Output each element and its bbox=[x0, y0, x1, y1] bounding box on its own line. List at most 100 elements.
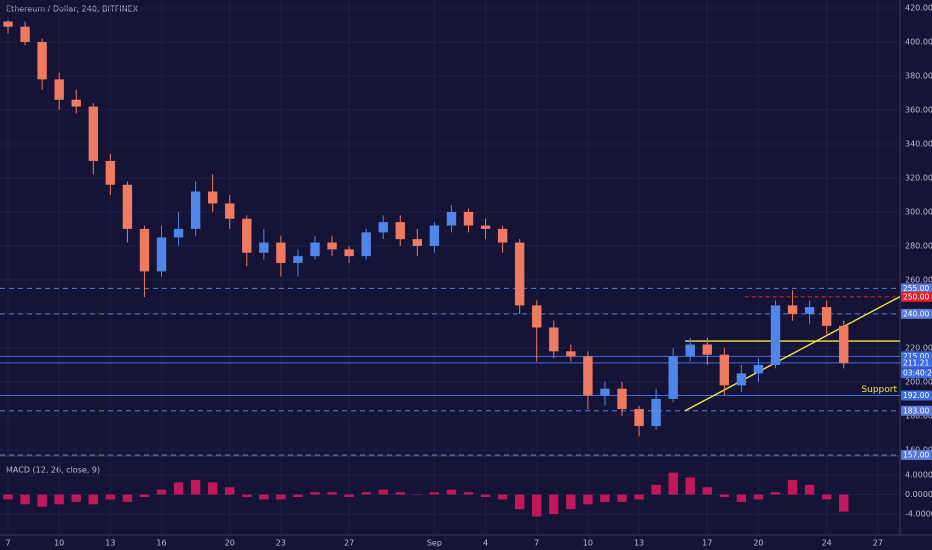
macd-bar bbox=[225, 487, 235, 495]
countdown: 03:40:27 bbox=[903, 369, 932, 378]
macd-bar bbox=[446, 489, 457, 495]
candle-body bbox=[54, 79, 64, 100]
candle-body bbox=[549, 327, 559, 352]
price-level-label: 183.00 bbox=[903, 406, 929, 415]
candle-body bbox=[378, 222, 388, 233]
candle-body bbox=[600, 388, 610, 396]
candle-body bbox=[20, 26, 30, 42]
y-tick-label: 340.00 bbox=[905, 139, 932, 148]
candle-body bbox=[497, 228, 508, 243]
x-tick-label: 16 bbox=[156, 539, 166, 548]
candle-body bbox=[225, 203, 235, 219]
candle-body bbox=[310, 242, 320, 257]
y-tick-label: 180.00 bbox=[905, 411, 932, 420]
candle-body bbox=[344, 249, 354, 257]
macd-bar bbox=[429, 492, 440, 495]
macd-bar bbox=[668, 472, 678, 495]
candle-body bbox=[190, 191, 201, 229]
x-tick-label: 7 bbox=[5, 539, 10, 548]
macd-bar bbox=[702, 487, 712, 495]
x-tick-label: 10 bbox=[54, 539, 64, 548]
x-tick-label: 27 bbox=[344, 539, 354, 548]
candle-body bbox=[71, 99, 81, 107]
candle-body bbox=[583, 356, 593, 396]
y-tick-label: 380.00 bbox=[905, 71, 932, 80]
candle-body bbox=[3, 21, 13, 27]
price-level-label: 255.00 bbox=[903, 284, 929, 293]
candle-body bbox=[532, 305, 542, 328]
macd-bar bbox=[139, 494, 150, 497]
macd-bar bbox=[753, 494, 764, 500]
y-tick-label: 320.00 bbox=[905, 173, 932, 182]
candle-body bbox=[480, 225, 491, 229]
macd-bar bbox=[122, 494, 133, 502]
candle-body bbox=[702, 344, 712, 355]
macd-bar bbox=[156, 489, 167, 495]
macd-bar bbox=[497, 494, 508, 500]
x-tick-label: 20 bbox=[753, 539, 763, 548]
candle-body bbox=[105, 160, 116, 185]
macd-bar bbox=[259, 494, 269, 500]
macd-bar bbox=[600, 494, 610, 502]
macd-bar bbox=[412, 494, 423, 496]
macd-bar bbox=[344, 494, 354, 497]
macd-bar bbox=[532, 494, 542, 517]
candle-body bbox=[37, 41, 47, 80]
candle-body bbox=[736, 373, 747, 386]
x-tick-label: 4 bbox=[483, 539, 488, 548]
macd-bar bbox=[480, 494, 491, 497]
macd-bar bbox=[770, 492, 781, 495]
candle-body bbox=[361, 232, 371, 257]
macd-bar bbox=[190, 479, 201, 495]
price-level-label: 215.00 bbox=[903, 352, 929, 361]
x-tick-label: 13 bbox=[634, 539, 644, 548]
candle-body bbox=[787, 305, 798, 314]
candle-body bbox=[651, 398, 661, 427]
indicator-title: MACD (12, 26, close, 9) bbox=[6, 466, 100, 475]
price-level-label: 240.00 bbox=[903, 309, 929, 318]
macd-bar bbox=[327, 492, 337, 495]
trend-line bbox=[684, 295, 901, 412]
indicator-tick-label: 4.0000 bbox=[905, 471, 932, 480]
macd-bar bbox=[361, 492, 371, 495]
candle-body bbox=[668, 356, 678, 399]
candle-body bbox=[821, 307, 832, 326]
x-tick-label: 27 bbox=[873, 539, 883, 548]
y-tick-label: 280.00 bbox=[905, 241, 932, 250]
chart-title: Ethereum / Dollar, 240, BITFINEX bbox=[6, 5, 139, 14]
price-level-label: 211.21 bbox=[903, 358, 929, 367]
candle-body bbox=[514, 242, 525, 306]
candle-body bbox=[276, 242, 286, 263]
candle-body bbox=[293, 256, 303, 263]
macd-bar bbox=[37, 494, 47, 507]
countdown-bg bbox=[901, 368, 932, 379]
indicator-tick-label: 0.0000 bbox=[905, 490, 932, 499]
candle-body bbox=[804, 307, 815, 314]
candle-body bbox=[753, 364, 764, 374]
price-level-label-bg bbox=[901, 357, 932, 368]
macd-bar bbox=[3, 494, 13, 500]
y-tick-label: 220.00 bbox=[905, 343, 932, 352]
macd-bar bbox=[719, 494, 730, 497]
macd-bar bbox=[566, 494, 576, 510]
candle-body bbox=[429, 225, 440, 246]
y-tick-label: 200.00 bbox=[905, 377, 932, 386]
macd-bar bbox=[276, 494, 286, 500]
candle-body bbox=[412, 239, 423, 246]
x-tick-label: 24 bbox=[822, 539, 832, 548]
candle-body bbox=[156, 237, 167, 272]
price-level-label-bg bbox=[901, 283, 932, 294]
macd-bar bbox=[514, 494, 525, 510]
candle-body bbox=[122, 184, 133, 229]
candle-body bbox=[634, 409, 644, 427]
macd-bar bbox=[105, 494, 116, 500]
macd-bar bbox=[821, 494, 832, 500]
macd-bar bbox=[173, 482, 184, 495]
candle-body bbox=[173, 228, 184, 238]
macd-bar bbox=[463, 492, 474, 495]
y-tick-label: 400.00 bbox=[905, 37, 932, 46]
macd-bar bbox=[293, 494, 303, 497]
price-level-label-bg bbox=[901, 405, 932, 416]
candle-body bbox=[259, 242, 269, 253]
candle-body bbox=[395, 222, 405, 240]
